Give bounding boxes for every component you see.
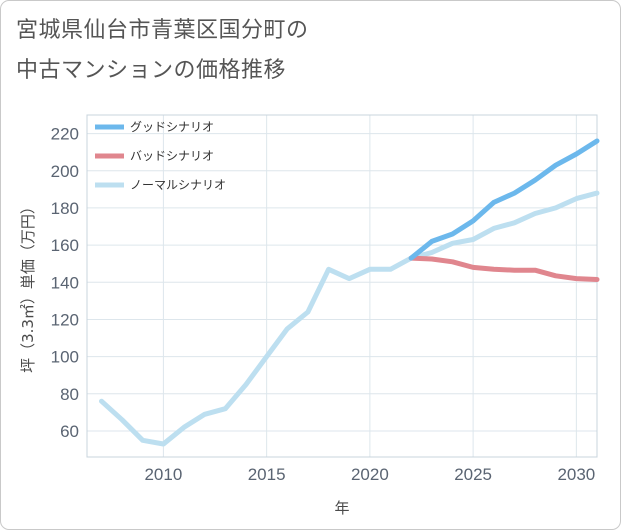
x-tick-label: 2020: [351, 465, 389, 484]
x-tick-label: 2025: [454, 465, 492, 484]
x-axis-label: 年: [334, 499, 349, 517]
y-tick-label: 160: [51, 236, 79, 255]
y-tick-label: 60: [60, 422, 79, 441]
y-tick-label: 200: [51, 162, 79, 181]
y-tick-labels: 60 80 100 120 140 160 180 200 220: [51, 125, 79, 441]
legend-label: グッドシナリオ: [130, 120, 214, 134]
x-tick-labels: 2010 2015 2020 2025 2030: [144, 465, 595, 484]
grid-lines: [87, 115, 597, 457]
plot-area: [86, 114, 598, 458]
series-lines: [99, 138, 600, 447]
series-line-0: [408, 138, 600, 261]
x-tick-label: 2015: [248, 465, 286, 484]
series-line-1: [408, 255, 600, 282]
y-axis-label: 坪（3.3㎡）単価（万円）: [19, 199, 37, 373]
y-tick-label: 120: [51, 310, 79, 329]
x-tick-label: 2030: [557, 465, 595, 484]
series-line-2: [99, 190, 600, 447]
legend-label: バッドシナリオ: [130, 149, 214, 163]
y-tick-label: 180: [51, 199, 79, 218]
y-tick-label: 220: [51, 125, 79, 144]
x-tick-label: 2010: [144, 465, 182, 484]
y-tick-label: 80: [60, 385, 79, 404]
legend-label: ノーマルシナリオ: [130, 178, 226, 192]
chart-title-line-2: 中古マンションの価格推移: [16, 58, 287, 83]
y-tick-label: 100: [51, 348, 79, 367]
y-tick-label: 140: [51, 273, 79, 292]
chart-title-line-1: 宮城県仙台市青葉区国分町の: [16, 18, 309, 43]
